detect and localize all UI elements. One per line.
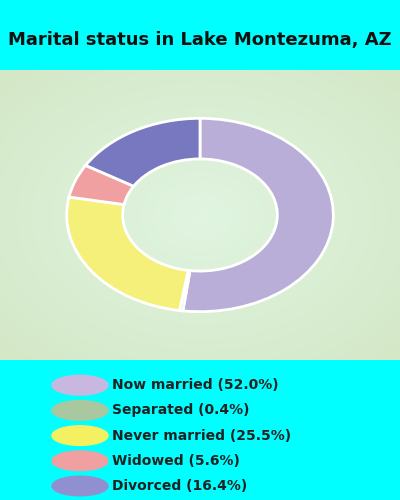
Text: Widowed (5.6%): Widowed (5.6%) [112,454,240,468]
Circle shape [52,476,108,496]
Wedge shape [67,197,188,310]
Text: Marital status in Lake Montezuma, AZ: Marital status in Lake Montezuma, AZ [8,31,392,49]
Wedge shape [180,270,190,311]
Wedge shape [183,118,333,312]
Wedge shape [86,118,200,186]
Circle shape [52,426,108,446]
Text: Separated (0.4%): Separated (0.4%) [112,404,250,417]
Circle shape [52,376,108,395]
Wedge shape [69,166,134,204]
Text: Divorced (16.4%): Divorced (16.4%) [112,479,247,493]
Circle shape [52,451,108,470]
Circle shape [52,400,108,420]
Text: Never married (25.5%): Never married (25.5%) [112,428,291,442]
Text: Now married (52.0%): Now married (52.0%) [112,378,279,392]
